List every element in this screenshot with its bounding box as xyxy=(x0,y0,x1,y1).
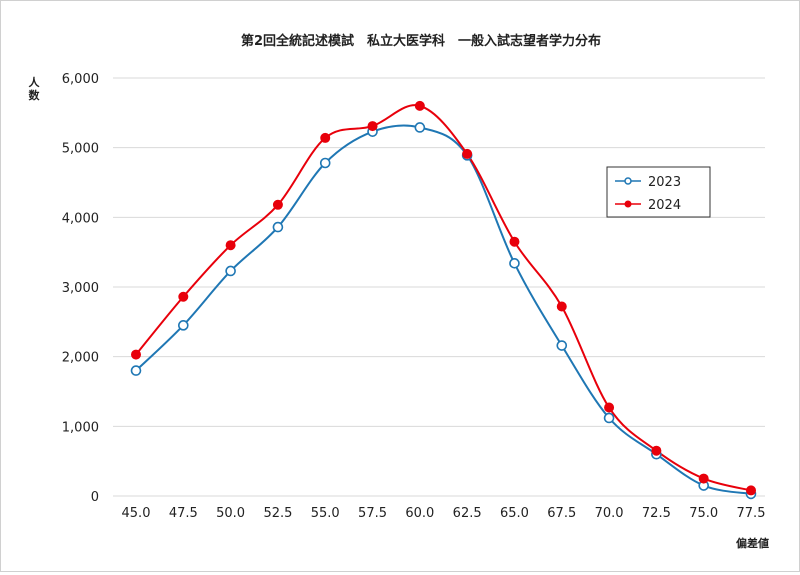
data-point-2023 xyxy=(130,365,142,376)
y-tick-label: 1,000 xyxy=(62,420,99,435)
data-point-2024 xyxy=(225,240,236,251)
data-point-2024 xyxy=(604,402,615,413)
y-axis-label-char: 数 xyxy=(29,88,41,102)
x-tick-labels: 45.0 47.5 50.0 52.5 55.0 57.5 60.0 62.5 65.0 67.5… xyxy=(122,506,766,521)
x-tick-label: 50.0 xyxy=(216,506,245,521)
data-point-2024 xyxy=(556,301,567,312)
x-tick-label: 45.0 xyxy=(122,506,151,521)
x-tick-label: 67.5 xyxy=(547,506,576,521)
x-tick-label: 57.5 xyxy=(358,506,387,521)
legend-marker-2024 xyxy=(624,200,632,208)
data-points xyxy=(130,100,757,500)
y-tick-label: 3,000 xyxy=(62,281,99,296)
data-point-2024 xyxy=(698,473,709,484)
data-point-2023 xyxy=(319,157,331,169)
legend: 2023 2024 xyxy=(606,166,711,218)
legend-label-2024: 2024 xyxy=(648,198,681,213)
x-tick-label: 47.5 xyxy=(169,506,198,521)
x-tick-label: 60.0 xyxy=(405,506,434,521)
y-tick-label: 4,000 xyxy=(62,211,99,226)
x-tick-label: 52.5 xyxy=(263,506,292,521)
x-tick-label: 70.0 xyxy=(595,506,624,521)
data-point-2024 xyxy=(462,148,473,159)
y-tick-label: 5,000 xyxy=(62,142,99,157)
legend-box xyxy=(606,166,711,218)
data-point-2023 xyxy=(272,221,284,233)
legend-label-2023: 2023 xyxy=(648,175,681,190)
data-point-2024 xyxy=(320,132,331,143)
x-tick-label: 62.5 xyxy=(453,506,482,521)
x-axis-label: 偏差値 xyxy=(736,536,769,550)
y-tick-label: 2,000 xyxy=(62,351,99,366)
data-point-2023 xyxy=(414,122,426,133)
y-axis-label-char: 人 xyxy=(29,75,41,89)
data-point-2024 xyxy=(131,349,141,360)
data-point-2023 xyxy=(178,320,189,331)
series-line-2024 xyxy=(135,104,752,492)
data-point-2024 xyxy=(746,485,756,496)
x-tick-label: 65.0 xyxy=(500,506,529,521)
data-point-2023 xyxy=(225,265,236,277)
y-axis-label: 人数 xyxy=(29,75,41,102)
legend-marker-2023 xyxy=(624,177,632,185)
data-point-2023 xyxy=(509,258,520,269)
y-tick-labels: 0 1,000 2,000 3,000 4,000 5,000 6,000 xyxy=(62,72,99,505)
data-point-2024 xyxy=(178,291,189,302)
data-point-2024 xyxy=(272,199,283,210)
y-tick-label: 6,000 xyxy=(62,72,99,87)
y-tick-label: 0 xyxy=(91,490,99,505)
series-lines xyxy=(135,104,752,495)
x-tick-label: 75.0 xyxy=(689,506,718,521)
data-point-2024 xyxy=(651,445,662,456)
x-tick-label: 55.0 xyxy=(311,506,340,521)
data-point-2024 xyxy=(367,121,378,132)
data-point-2023 xyxy=(603,412,615,424)
data-point-2024 xyxy=(414,100,425,111)
chart-title: 第2回全統記述模試 私立大医学科 一般入試志望者学力分布 xyxy=(241,33,601,49)
data-point-2024 xyxy=(509,236,520,247)
x-tick-label: 77.5 xyxy=(737,506,766,521)
gridlines xyxy=(113,77,765,497)
x-tick-label: 72.5 xyxy=(642,506,671,521)
data-point-2023 xyxy=(556,340,568,351)
